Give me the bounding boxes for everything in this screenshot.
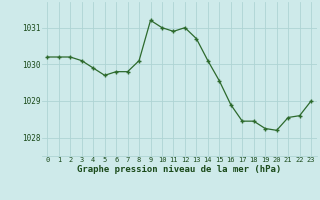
X-axis label: Graphe pression niveau de la mer (hPa): Graphe pression niveau de la mer (hPa) — [77, 165, 281, 174]
